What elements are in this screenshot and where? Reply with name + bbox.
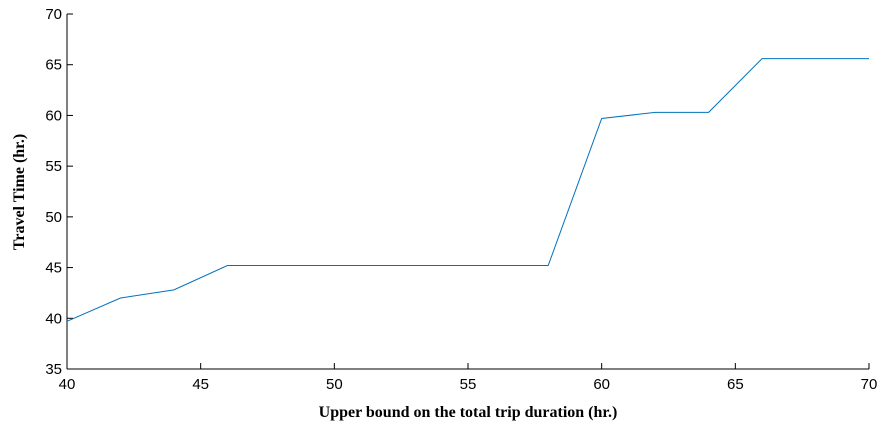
x-tick-label: 70 bbox=[861, 376, 878, 393]
x-axis-title: Upper bound on the total trip duration (… bbox=[319, 404, 618, 421]
series-line-0 bbox=[66, 58, 869, 322]
x-tick-label: 45 bbox=[192, 376, 209, 393]
x-tick-label: 65 bbox=[727, 376, 744, 393]
x-tick-label: 50 bbox=[326, 376, 343, 393]
y-axis-title: Travel Time (hr.) bbox=[11, 134, 28, 250]
y-tick-label: 65 bbox=[45, 57, 62, 74]
x-tick-label: 60 bbox=[593, 376, 610, 393]
plot-area bbox=[66, 14, 869, 370]
y-tick-label: 45 bbox=[45, 260, 62, 277]
y-tick-label: 35 bbox=[45, 361, 62, 378]
series-layer bbox=[66, 58, 869, 322]
y-tick-label: 55 bbox=[45, 158, 62, 175]
y-tick-label: 60 bbox=[45, 107, 62, 124]
y-tick-label: 40 bbox=[45, 310, 62, 327]
y-tick-label: 70 bbox=[45, 6, 62, 23]
x-tick-label: 55 bbox=[460, 376, 477, 393]
y-axis-ticks: 35 40 45 50 55 60 65 70 bbox=[45, 6, 73, 378]
y-tick-label: 50 bbox=[45, 209, 62, 226]
x-tick-label: 40 bbox=[59, 376, 76, 393]
x-axis-ticks: 40 45 50 55 60 65 70 bbox=[59, 363, 878, 393]
